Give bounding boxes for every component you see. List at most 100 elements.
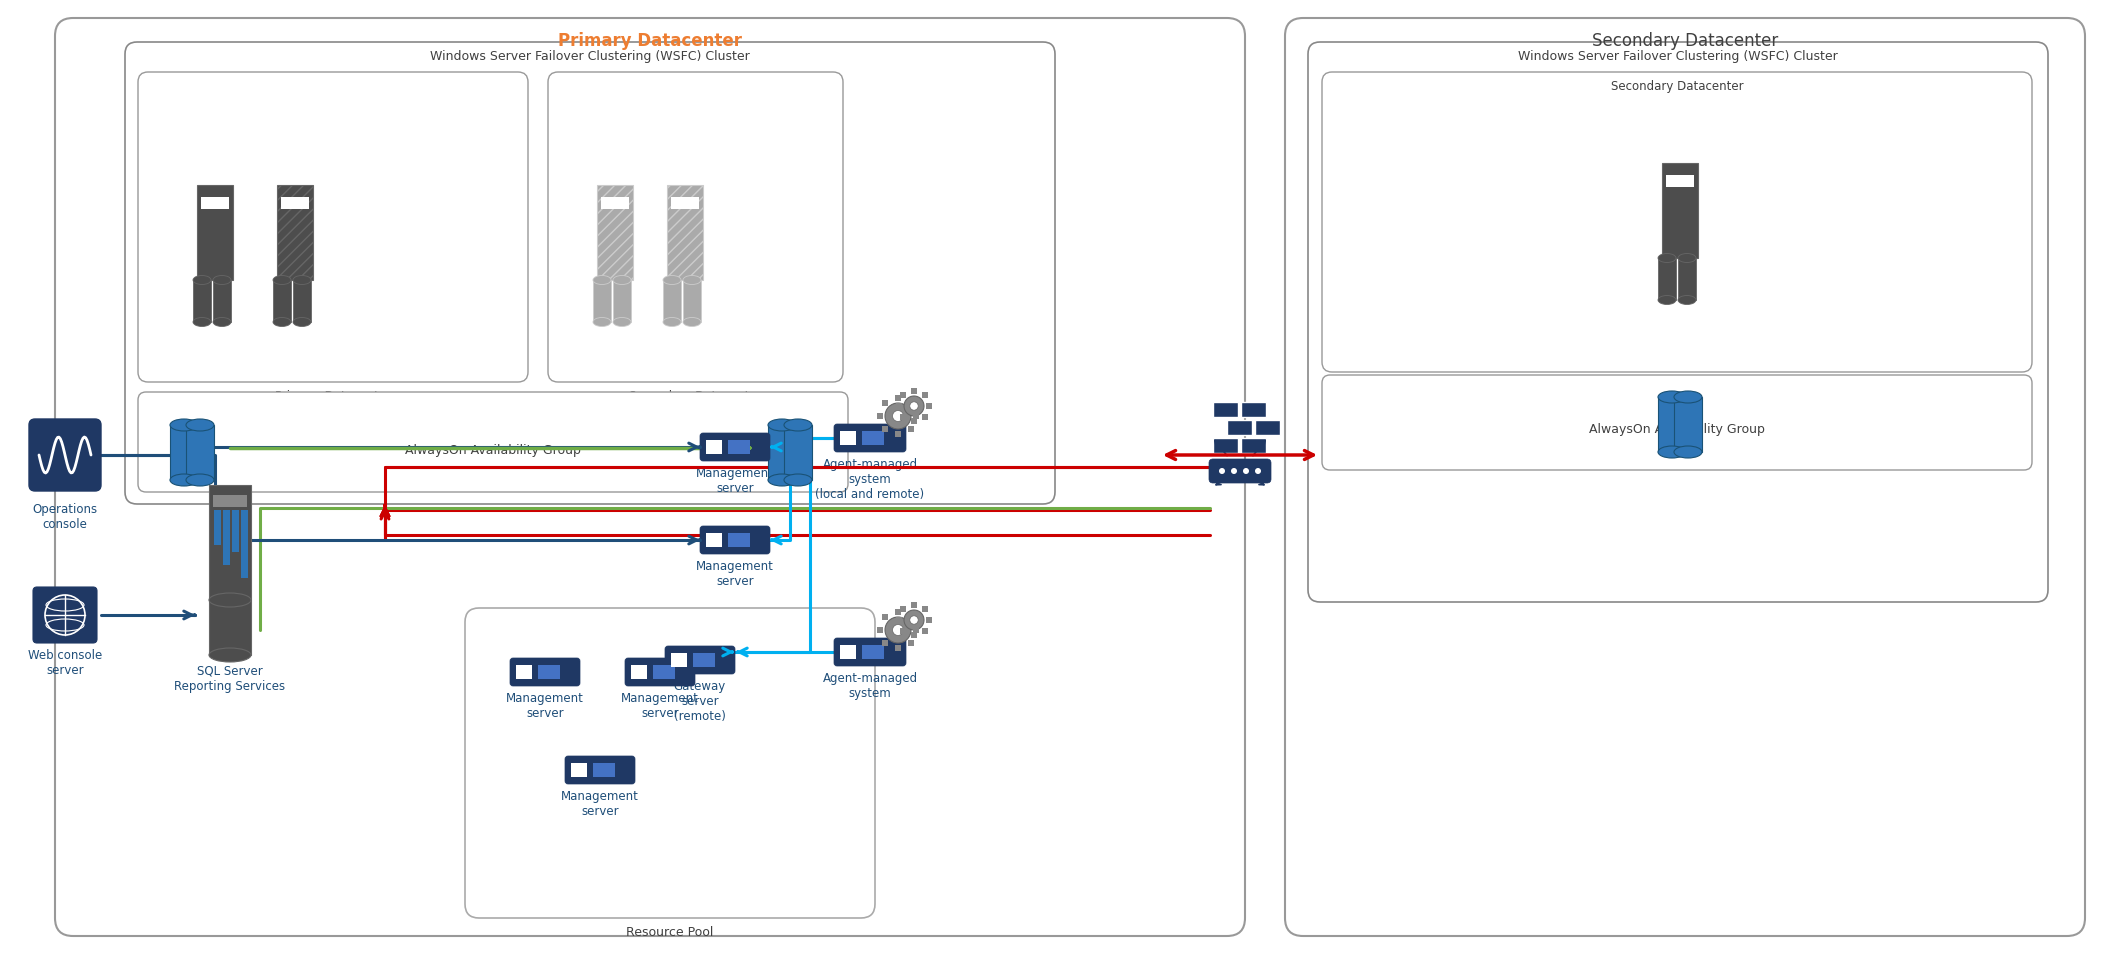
Text: AlwaysOn Availability Group: AlwaysOn Availability Group: [1590, 423, 1765, 437]
Ellipse shape: [214, 317, 230, 327]
Bar: [894, 609, 901, 615]
Ellipse shape: [209, 593, 252, 607]
Bar: [901, 393, 907, 399]
Ellipse shape: [192, 276, 211, 285]
Ellipse shape: [1679, 254, 1695, 262]
Bar: [1241, 402, 1266, 417]
Bar: [727, 440, 750, 454]
Text: SQL Server
Reporting Services: SQL Server Reporting Services: [175, 665, 285, 693]
Ellipse shape: [294, 317, 311, 327]
Bar: [273, 280, 292, 322]
Bar: [233, 510, 239, 552]
Ellipse shape: [186, 474, 214, 486]
FancyBboxPatch shape: [700, 433, 769, 461]
Bar: [214, 510, 222, 545]
Bar: [926, 403, 932, 409]
Ellipse shape: [169, 474, 199, 486]
Text: Management
server: Management server: [505, 692, 583, 720]
Bar: [1666, 175, 1693, 187]
Bar: [911, 418, 917, 424]
Circle shape: [886, 403, 911, 429]
FancyBboxPatch shape: [666, 646, 736, 674]
Bar: [922, 414, 928, 420]
Circle shape: [892, 411, 903, 422]
Bar: [839, 431, 856, 445]
Circle shape: [1243, 468, 1249, 474]
Bar: [922, 627, 928, 633]
Ellipse shape: [664, 276, 681, 285]
Bar: [594, 763, 615, 777]
Bar: [1241, 438, 1266, 453]
Bar: [596, 185, 632, 280]
Bar: [767, 425, 797, 480]
Ellipse shape: [192, 317, 211, 327]
Bar: [683, 280, 702, 322]
Text: Management
server: Management server: [560, 790, 638, 818]
Ellipse shape: [1674, 446, 1702, 458]
Bar: [907, 400, 913, 406]
Bar: [863, 431, 884, 445]
Ellipse shape: [1657, 254, 1676, 262]
Text: Windows Server Failover Clustering (WSFC) Cluster: Windows Server Failover Clustering (WSFC…: [429, 50, 750, 63]
FancyBboxPatch shape: [1321, 375, 2032, 470]
FancyBboxPatch shape: [1209, 459, 1271, 483]
Bar: [537, 665, 560, 679]
Text: Web console
server: Web console server: [27, 649, 101, 677]
Bar: [186, 425, 214, 480]
Bar: [670, 653, 687, 667]
Ellipse shape: [767, 474, 797, 486]
Bar: [911, 388, 917, 394]
FancyBboxPatch shape: [30, 419, 101, 491]
Ellipse shape: [214, 276, 230, 285]
Ellipse shape: [1657, 391, 1687, 403]
Circle shape: [905, 396, 924, 416]
Text: AlwaysOn Availability Group: AlwaysOn Availability Group: [406, 444, 581, 457]
Text: Primary Datacenter: Primary Datacenter: [558, 32, 742, 50]
Circle shape: [1230, 468, 1237, 474]
Bar: [192, 280, 211, 322]
Bar: [294, 280, 311, 322]
Bar: [209, 600, 252, 655]
Bar: [882, 640, 888, 646]
Text: Management
server: Management server: [696, 467, 774, 495]
FancyBboxPatch shape: [1285, 18, 2084, 936]
Ellipse shape: [273, 276, 292, 285]
Bar: [784, 425, 812, 480]
Text: Secondary Datacenter: Secondary Datacenter: [628, 390, 761, 403]
Text: Gateway
server
(remote): Gateway server (remote): [674, 680, 725, 723]
FancyBboxPatch shape: [125, 42, 1055, 504]
Bar: [670, 197, 700, 209]
Bar: [201, 197, 228, 209]
Circle shape: [909, 401, 917, 410]
Ellipse shape: [294, 276, 311, 285]
Bar: [241, 510, 247, 578]
Bar: [907, 640, 913, 646]
Bar: [653, 665, 674, 679]
Ellipse shape: [784, 419, 812, 431]
FancyBboxPatch shape: [835, 638, 907, 666]
Bar: [901, 627, 907, 633]
Bar: [882, 614, 888, 620]
Bar: [911, 602, 917, 608]
Text: Secondary Datacenter: Secondary Datacenter: [1611, 80, 1744, 93]
Ellipse shape: [186, 419, 214, 431]
Bar: [907, 614, 913, 620]
Ellipse shape: [209, 648, 252, 662]
Text: Secondary Datacenter: Secondary Datacenter: [1592, 32, 1778, 50]
FancyBboxPatch shape: [34, 587, 97, 643]
Bar: [922, 393, 928, 399]
FancyBboxPatch shape: [835, 424, 907, 452]
Bar: [839, 645, 856, 659]
Bar: [668, 185, 704, 280]
Bar: [894, 395, 901, 401]
Ellipse shape: [1679, 295, 1695, 305]
FancyBboxPatch shape: [626, 658, 696, 686]
Bar: [877, 413, 884, 419]
FancyBboxPatch shape: [700, 526, 769, 554]
FancyBboxPatch shape: [548, 72, 843, 382]
Bar: [901, 606, 907, 612]
Ellipse shape: [1674, 391, 1702, 403]
Bar: [1226, 420, 1251, 435]
Ellipse shape: [784, 474, 812, 486]
Text: Agent-managed
system
(local and remote): Agent-managed system (local and remote): [816, 458, 924, 501]
